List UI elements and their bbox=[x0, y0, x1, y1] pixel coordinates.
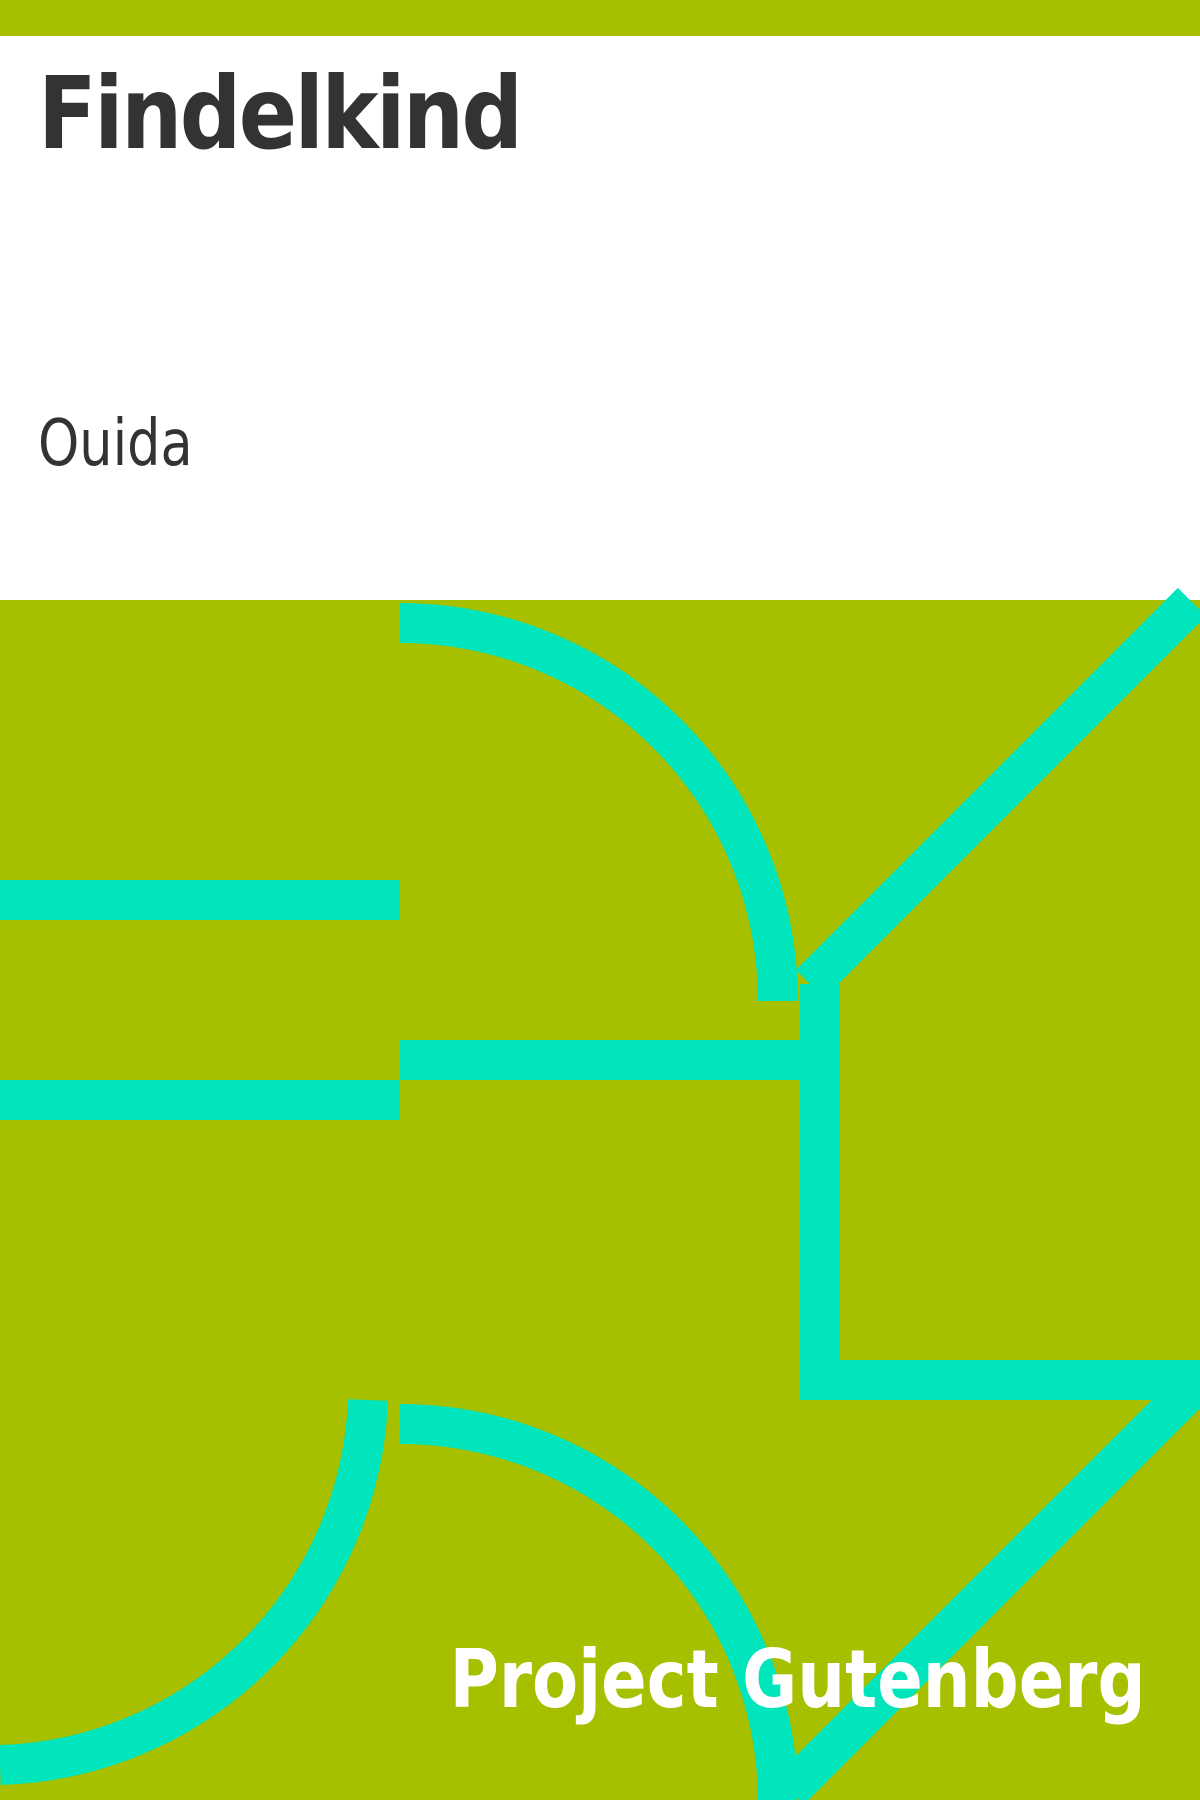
publisher-label: Project Gutenberg bbox=[450, 1633, 1146, 1726]
book-author: Ouida bbox=[38, 407, 193, 481]
book-title: Findelkind bbox=[38, 55, 523, 172]
lower-right-arc bbox=[399, 1404, 798, 1800]
lower-diagonal bbox=[775, 1370, 1200, 1800]
top-band bbox=[0, 0, 1200, 36]
ornament-lines bbox=[0, 587, 1200, 1800]
upper-arc bbox=[399, 603, 798, 1002]
title-panel bbox=[0, 36, 1200, 600]
lower-left-arc bbox=[0, 1399, 388, 1785]
upper-diagonal bbox=[795, 587, 1200, 999]
